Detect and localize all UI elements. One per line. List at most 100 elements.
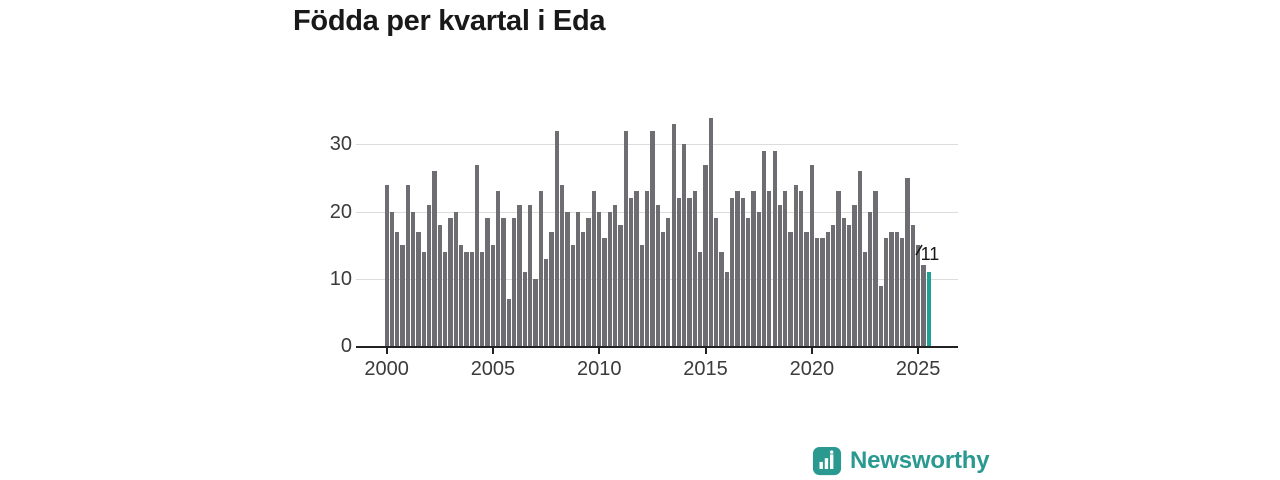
bar-2021-Q4[interactable] [846, 225, 852, 346]
bar-2021-Q1[interactable] [830, 225, 836, 346]
bar-2002-Q2[interactable] [432, 171, 437, 346]
bar-2021-Q2[interactable] [836, 191, 841, 346]
bar-2015-Q2[interactable] [708, 117, 714, 346]
bar-2010-Q3[interactable] [607, 211, 613, 346]
bar-2022-Q4[interactable] [868, 211, 873, 346]
bar-2022-Q3[interactable] [862, 251, 868, 346]
bar-2011-Q1[interactable] [618, 225, 623, 346]
bar-2000-Q2[interactable] [389, 211, 395, 346]
bar-2012-Q3[interactable] [650, 130, 655, 346]
bar-2024-Q2[interactable] [900, 238, 905, 346]
bar-2003-Q3[interactable] [458, 245, 464, 346]
bar-2009-Q2[interactable] [581, 231, 586, 346]
bar-2017-Q1[interactable] [745, 218, 751, 346]
bar-2016-Q4[interactable] [740, 198, 745, 346]
bar-2009-Q1[interactable] [575, 211, 581, 346]
bar-2015-Q4[interactable] [719, 251, 724, 346]
bar-2014-Q2[interactable] [687, 198, 692, 346]
bar-2006-Q2[interactable] [517, 204, 522, 346]
bar-2020-Q3[interactable] [820, 238, 825, 346]
newsworthy-logo[interactable]: Newsworthy [812, 446, 990, 476]
bar-2016-Q1[interactable] [724, 272, 729, 346]
bar-2022-Q2[interactable] [857, 171, 862, 346]
bar-2014-Q3[interactable] [692, 191, 698, 346]
bar-2019-Q3[interactable] [799, 191, 804, 346]
bar-2001-Q3[interactable] [416, 231, 421, 346]
bar-2003-Q4[interactable] [464, 251, 469, 346]
bar-2017-Q2[interactable] [751, 191, 756, 346]
bar-2018-Q1[interactable] [767, 191, 772, 346]
bar-2013-Q4[interactable] [676, 198, 682, 346]
bar-2024-Q3[interactable] [905, 178, 910, 346]
bar-2007-Q1[interactable] [533, 278, 538, 346]
bar-2014-Q1[interactable] [682, 144, 687, 346]
bar-2004-Q2[interactable] [474, 164, 480, 346]
bar-2007-Q2[interactable] [538, 191, 543, 346]
bar-2005-Q4[interactable] [506, 298, 512, 346]
bar-2019-Q1[interactable] [788, 231, 793, 346]
bar-2019-Q4[interactable] [804, 231, 809, 346]
bar-2015-Q1[interactable] [703, 164, 708, 346]
bar-2000-Q4[interactable] [400, 245, 405, 346]
bar-2025-Q3-highlighted[interactable] [926, 272, 931, 346]
bar-2011-Q3[interactable] [628, 198, 634, 346]
bar-2003-Q1[interactable] [448, 218, 453, 346]
bar-2006-Q3[interactable] [522, 272, 527, 346]
bar-2003-Q2[interactable] [453, 211, 458, 346]
bar-2014-Q4[interactable] [698, 251, 703, 346]
bar-2019-Q2[interactable] [793, 184, 799, 346]
bar-2013-Q3[interactable] [671, 124, 676, 346]
bar-2018-Q2[interactable] [772, 151, 777, 346]
bar-2010-Q2[interactable] [602, 238, 607, 346]
bar-2005-Q3[interactable] [501, 218, 506, 346]
bar-2007-Q3[interactable] [543, 258, 549, 346]
bar-2012-Q2[interactable] [644, 191, 650, 346]
bar-2001-Q2[interactable] [411, 211, 416, 346]
bar-2002-Q1[interactable] [427, 204, 432, 346]
bar-2007-Q4[interactable] [549, 231, 554, 346]
bar-2009-Q4[interactable] [591, 191, 597, 346]
bar-2000-Q3[interactable] [395, 231, 400, 346]
bar-2006-Q1[interactable] [512, 218, 517, 346]
bar-2016-Q2[interactable] [729, 198, 735, 346]
bar-2021-Q3[interactable] [841, 218, 846, 346]
bar-2020-Q4[interactable] [825, 231, 830, 346]
bar-2023-Q4[interactable] [889, 231, 894, 346]
bar-2023-Q1[interactable] [873, 191, 878, 346]
bar-2025-Q2[interactable] [921, 265, 926, 346]
bar-2024-Q1[interactable] [894, 231, 900, 346]
bar-2008-Q1[interactable] [554, 130, 559, 346]
bar-2001-Q4[interactable] [421, 251, 426, 346]
bar-2008-Q2[interactable] [559, 184, 565, 346]
bar-2010-Q4[interactable] [613, 204, 618, 346]
bar-2018-Q4[interactable] [783, 191, 788, 346]
bar-2013-Q2[interactable] [666, 218, 671, 346]
bar-2017-Q3[interactable] [756, 211, 761, 346]
bar-2008-Q4[interactable] [570, 245, 575, 346]
bar-2023-Q3[interactable] [884, 238, 889, 346]
bar-2005-Q2[interactable] [496, 191, 501, 346]
bar-2012-Q1[interactable] [639, 245, 644, 346]
bar-2012-Q4[interactable] [655, 204, 660, 346]
bar-2017-Q4[interactable] [761, 151, 767, 346]
bar-2010-Q1[interactable] [597, 211, 602, 346]
bar-2004-Q3[interactable] [480, 251, 485, 346]
bar-2024-Q4[interactable] [910, 225, 915, 346]
bar-2016-Q3[interactable] [735, 191, 740, 346]
bar-2011-Q2[interactable] [623, 130, 628, 346]
bar-2004-Q4[interactable] [485, 218, 490, 346]
bar-2009-Q3[interactable] [586, 218, 591, 346]
bar-2023-Q2[interactable] [878, 285, 884, 346]
bar-2022-Q1[interactable] [852, 204, 857, 346]
bar-2008-Q3[interactable] [565, 211, 570, 346]
bar-2005-Q1[interactable] [490, 245, 496, 346]
bar-2020-Q2[interactable] [815, 238, 820, 346]
bar-2015-Q3[interactable] [714, 218, 719, 346]
bar-2025-Q1[interactable] [916, 245, 921, 346]
bar-2018-Q3[interactable] [777, 204, 783, 346]
bar-2013-Q1[interactable] [660, 231, 666, 346]
bar-2020-Q1[interactable] [809, 164, 814, 346]
bar-2006-Q4[interactable] [528, 204, 533, 346]
bar-2001-Q1[interactable] [405, 184, 411, 346]
bar-2002-Q4[interactable] [442, 251, 448, 346]
